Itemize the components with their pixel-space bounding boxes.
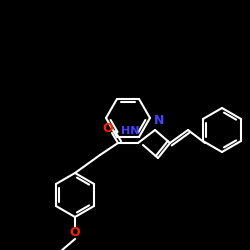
Text: HN: HN	[121, 126, 139, 136]
Text: O: O	[103, 122, 113, 136]
Text: O: O	[70, 226, 80, 239]
Text: N: N	[154, 114, 164, 126]
